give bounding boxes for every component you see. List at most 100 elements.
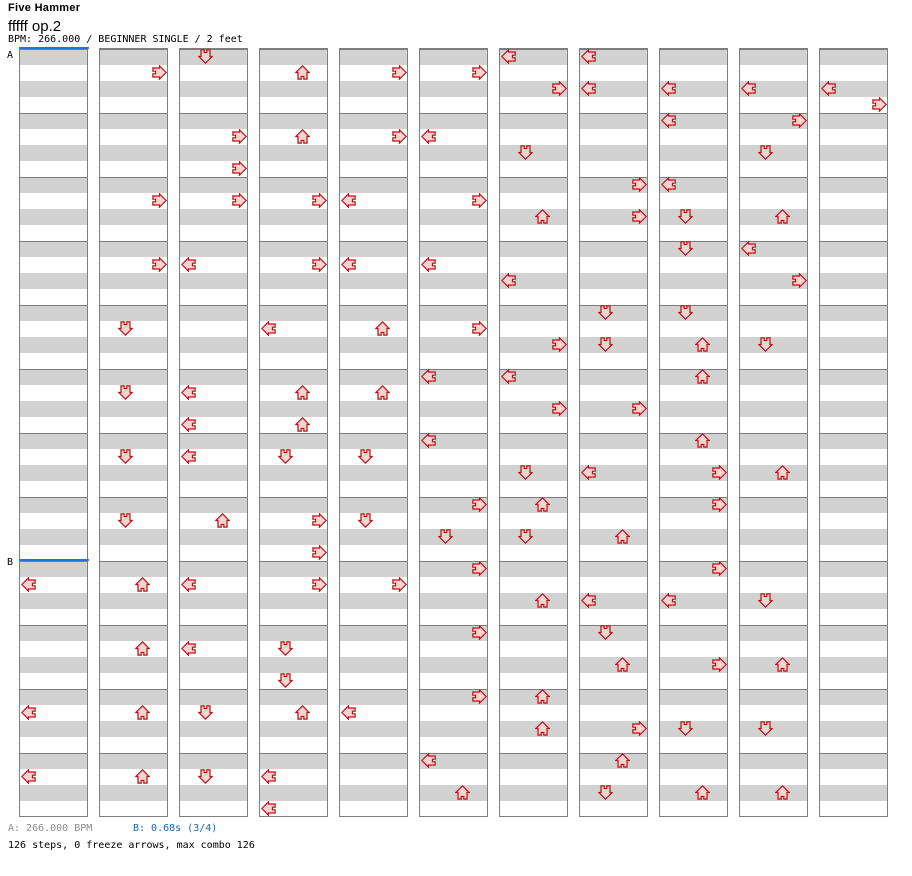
- chart-column: [819, 48, 888, 817]
- step-arrow-down: [518, 144, 533, 160]
- step-arrow-up: [615, 752, 630, 768]
- step-arrow-left: [821, 80, 836, 96]
- step-arrow-left: [181, 416, 196, 432]
- step-arrow-down: [758, 336, 773, 352]
- step-arrow-up: [775, 208, 790, 224]
- step-arrow-right: [792, 112, 807, 128]
- step-arrow-right: [392, 64, 407, 80]
- section-a-bpm-info: A: 266.000 BPM: [8, 823, 93, 834]
- step-arrow-up: [775, 656, 790, 672]
- step-arrow-left: [501, 368, 516, 384]
- step-arrow-down: [438, 528, 453, 544]
- step-arrow-down: [278, 640, 293, 656]
- step-arrow-right: [712, 560, 727, 576]
- step-arrow-right: [312, 576, 327, 592]
- step-arrow-left: [341, 192, 356, 208]
- step-arrow-down: [198, 704, 213, 720]
- step-arrow-left: [421, 256, 436, 272]
- step-arrow-down: [518, 464, 533, 480]
- step-arrow-right: [712, 656, 727, 672]
- step-arrow-left: [421, 368, 436, 384]
- step-arrow-right: [472, 320, 487, 336]
- step-arrow-down: [598, 304, 613, 320]
- chart-column: [739, 48, 808, 817]
- step-arrow-left: [501, 272, 516, 288]
- step-arrow-down: [758, 144, 773, 160]
- section-marker-line-b: [19, 559, 89, 561]
- step-arrow-right: [552, 400, 567, 416]
- step-arrow-up: [535, 496, 550, 512]
- chart-column: [99, 48, 168, 817]
- section-marker-label-b: B: [7, 557, 14, 568]
- step-arrow-left: [261, 768, 276, 784]
- step-arrow-left: [181, 640, 196, 656]
- step-arrow-right: [472, 688, 487, 704]
- step-arrow-up: [295, 128, 310, 144]
- chart-column: [259, 48, 328, 817]
- step-arrow-up: [535, 592, 550, 608]
- step-arrow-up: [295, 384, 310, 400]
- step-arrow-right: [472, 560, 487, 576]
- step-arrow-right: [552, 80, 567, 96]
- section-marker-label-a: A: [7, 50, 14, 61]
- step-arrow-left: [341, 256, 356, 272]
- step-arrow-down: [358, 448, 373, 464]
- step-arrow-right: [472, 192, 487, 208]
- step-arrow-right: [472, 624, 487, 640]
- step-arrow-right: [312, 544, 327, 560]
- step-arrow-right: [872, 96, 887, 112]
- step-arrow-down: [598, 624, 613, 640]
- step-arrow-up: [135, 640, 150, 656]
- step-arrow-left: [741, 80, 756, 96]
- step-arrow-down: [118, 320, 133, 336]
- step-arrow-up: [455, 784, 470, 800]
- chart-column: [339, 48, 408, 817]
- step-arrow-right: [392, 576, 407, 592]
- song-title: Five Hammer: [8, 2, 81, 14]
- step-arrow-up: [135, 768, 150, 784]
- step-arrow-left: [581, 592, 596, 608]
- step-arrow-down: [118, 448, 133, 464]
- step-arrow-right: [712, 496, 727, 512]
- step-arrow-left: [181, 448, 196, 464]
- step-arrow-right: [312, 512, 327, 528]
- step-arrow-left: [421, 128, 436, 144]
- step-arrow-right: [552, 336, 567, 352]
- step-arrow-left: [341, 704, 356, 720]
- step-arrow-up: [375, 320, 390, 336]
- song-subtitle: fffff op.2: [8, 18, 62, 35]
- step-arrow-down: [758, 720, 773, 736]
- step-arrow-down: [118, 512, 133, 528]
- step-arrow-up: [775, 464, 790, 480]
- step-arrow-down: [198, 48, 213, 64]
- step-arrow-right: [632, 208, 647, 224]
- step-arrow-left: [181, 384, 196, 400]
- step-arrow-right: [632, 176, 647, 192]
- step-arrow-left: [21, 768, 36, 784]
- step-arrow-left: [181, 256, 196, 272]
- step-arrow-left: [581, 48, 596, 64]
- section-marker-line-a: [19, 47, 89, 49]
- step-arrow-down: [598, 784, 613, 800]
- step-arrow-up: [695, 432, 710, 448]
- step-arrow-right: [712, 464, 727, 480]
- step-arrow-down: [118, 384, 133, 400]
- step-arrow-up: [695, 368, 710, 384]
- step-arrow-right: [472, 496, 487, 512]
- chart-column: [419, 48, 488, 817]
- step-arrow-up: [535, 208, 550, 224]
- step-arrow-down: [278, 672, 293, 688]
- step-arrow-down: [678, 240, 693, 256]
- step-arrow-up: [375, 384, 390, 400]
- step-arrow-right: [232, 192, 247, 208]
- step-arrow-right: [152, 64, 167, 80]
- chart-column: [659, 48, 728, 817]
- step-arrow-left: [581, 464, 596, 480]
- chart-column: [499, 48, 568, 817]
- step-arrow-right: [632, 400, 647, 416]
- step-arrow-up: [135, 576, 150, 592]
- step-arrow-down: [198, 768, 213, 784]
- step-arrow-left: [181, 576, 196, 592]
